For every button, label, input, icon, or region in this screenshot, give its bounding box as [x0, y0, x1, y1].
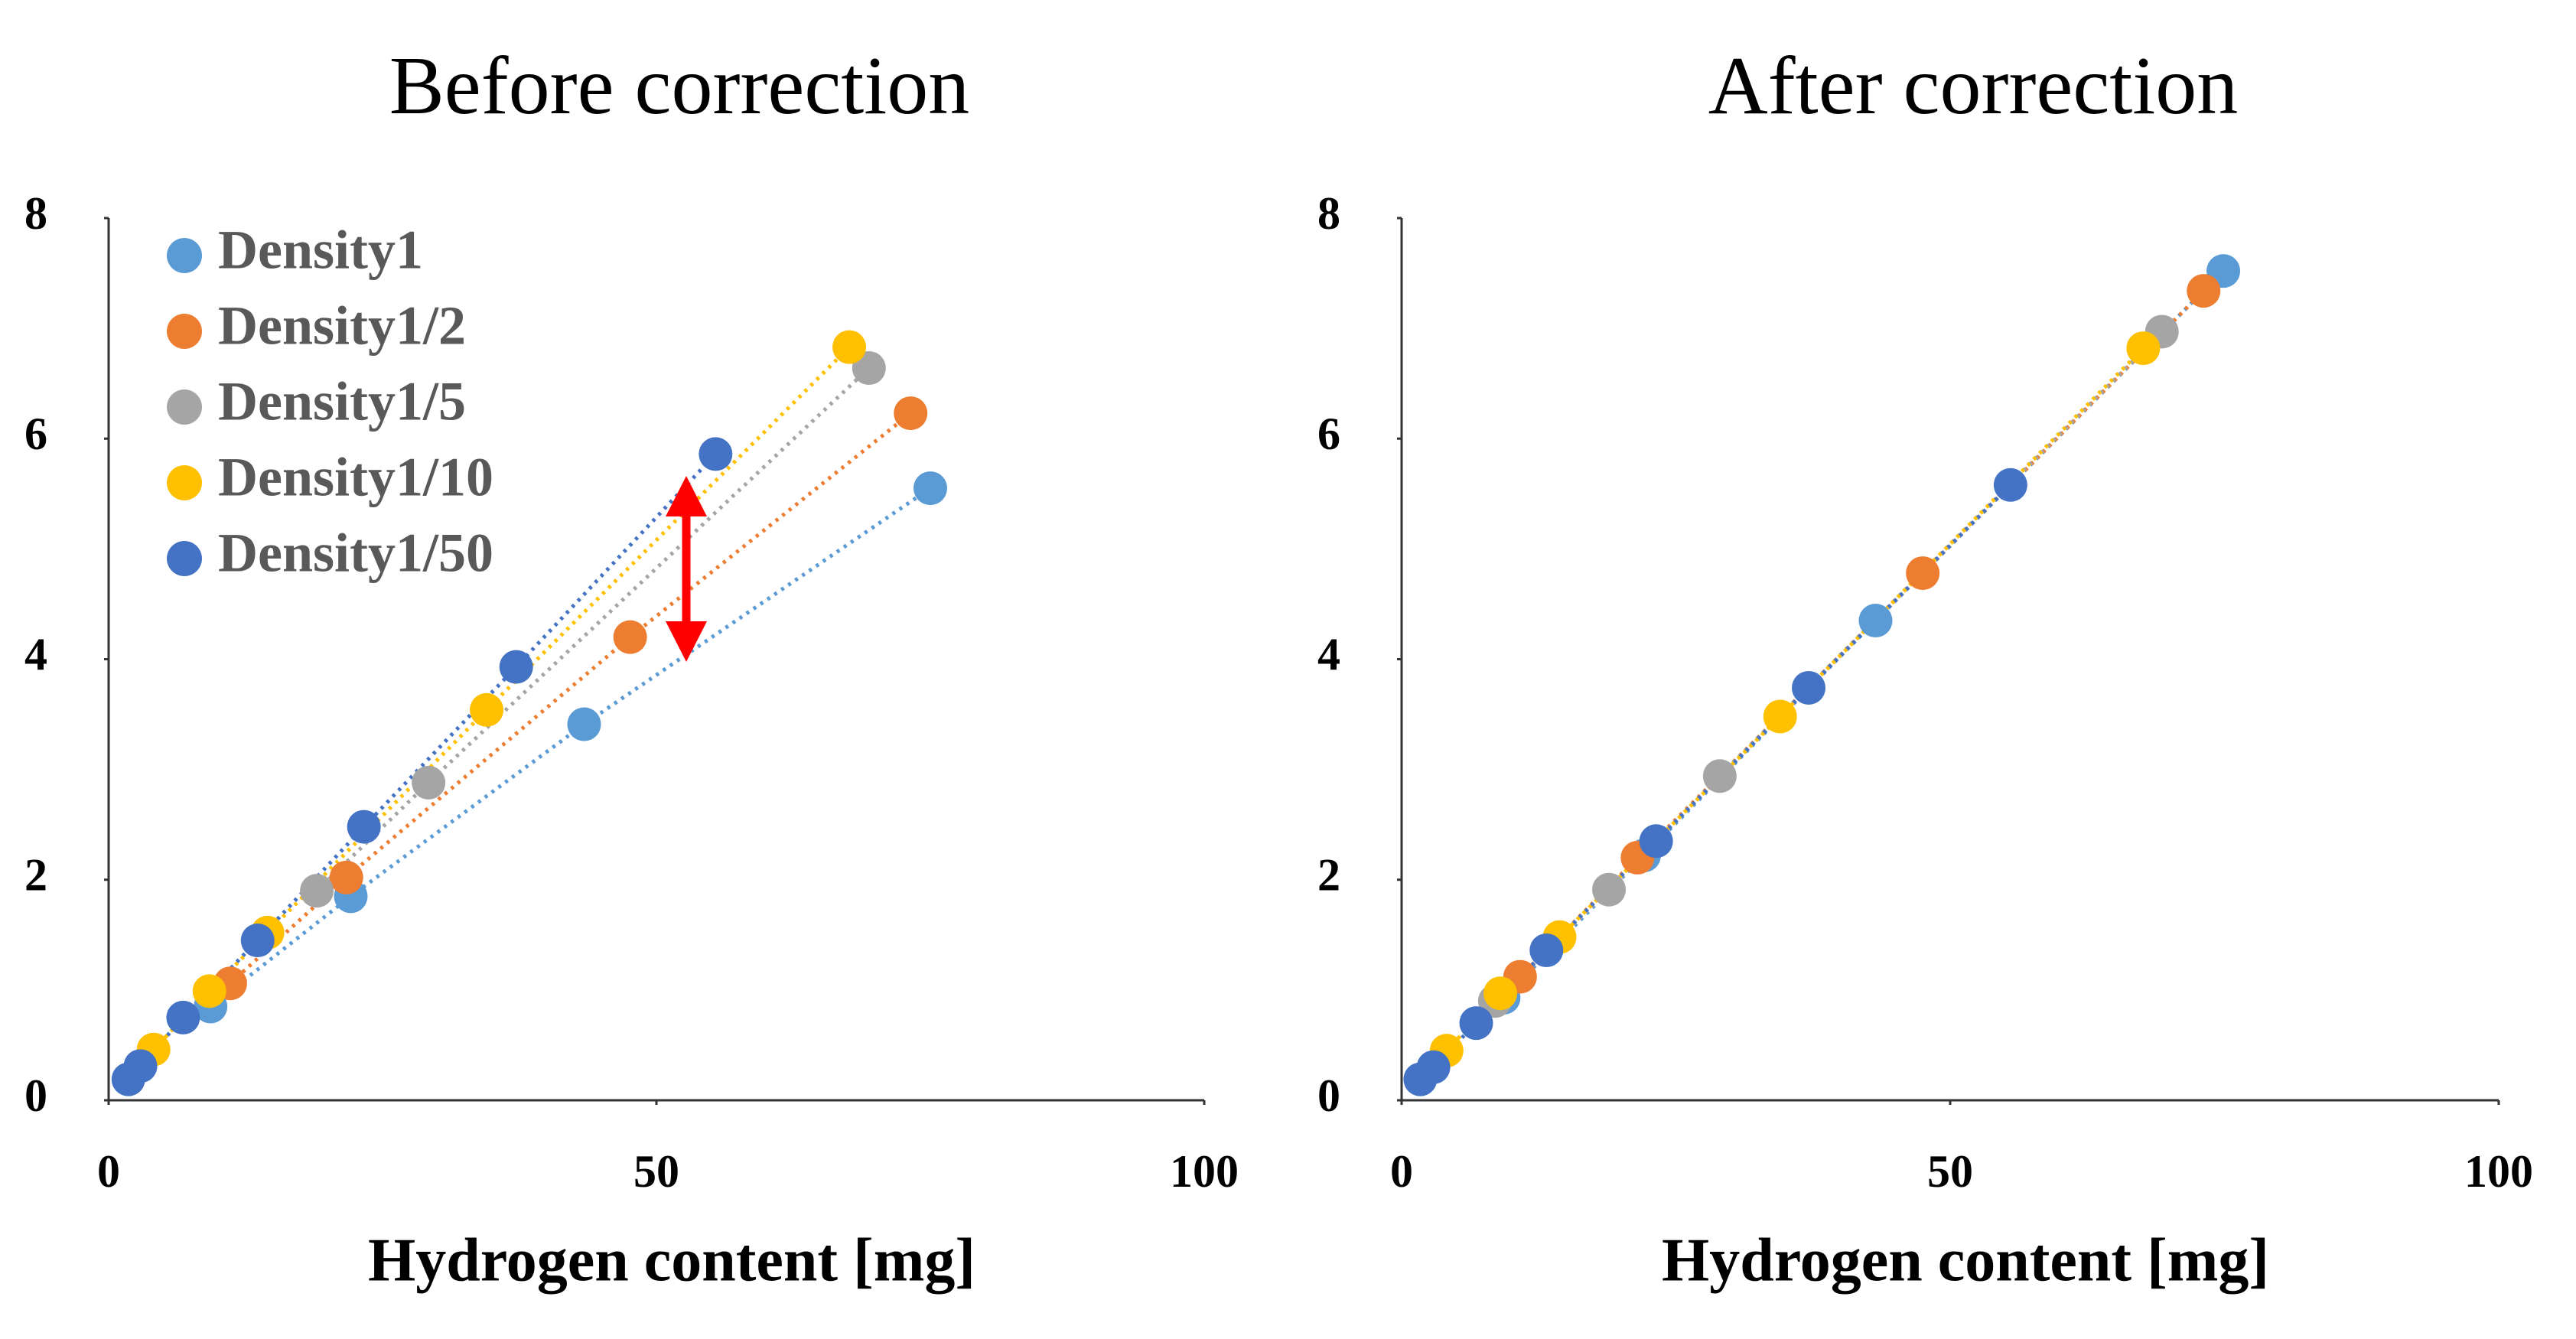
x-tick-label: 0 [97, 1146, 120, 1197]
y-tick-label: 8 [24, 188, 47, 239]
x-tick-label: 0 [1390, 1146, 1413, 1197]
x-tick-label: 50 [1927, 1146, 1973, 1197]
data-point [470, 692, 504, 727]
legend-label: Density1/5 [218, 371, 466, 432]
trend-line [229, 412, 912, 986]
data-point [1702, 759, 1737, 793]
y-tick-label: 2 [1317, 850, 1340, 901]
data-point [499, 650, 533, 684]
data-point [1792, 670, 1826, 705]
data-point [1483, 976, 1518, 1011]
y-tick-label: 6 [1317, 409, 1340, 459]
legend-marker [167, 465, 202, 500]
legend-marker [167, 389, 202, 425]
data-point [1906, 556, 1940, 591]
data-point [347, 810, 381, 844]
x-tick-label: 50 [633, 1146, 679, 1197]
data-point [613, 620, 647, 654]
data-point [567, 707, 601, 741]
difference-arrow [666, 476, 707, 662]
data-point [1763, 699, 1797, 734]
chart-title: After correction [1708, 41, 2239, 132]
x-axis-label: Hydrogen content [mg] [1662, 1227, 2269, 1294]
x-tick-label: 100 [2464, 1146, 2533, 1197]
y-tick-label: 2 [24, 850, 47, 901]
y-tick-label: 4 [24, 629, 47, 679]
data-point [894, 396, 928, 431]
data-point [1592, 872, 1627, 907]
data-point [240, 924, 275, 958]
data-point [123, 1049, 158, 1083]
y-tick-label: 4 [1317, 629, 1340, 679]
y-tick-label: 0 [1317, 1070, 1340, 1121]
x-axis-label: Hydrogen content [mg] [368, 1227, 975, 1294]
legend-label: Density1/10 [218, 447, 493, 508]
x-tick-label: 100 [1170, 1146, 1239, 1197]
data-point [1459, 1006, 1493, 1041]
legend-marker [167, 541, 202, 576]
data-point [1639, 824, 1673, 858]
data-point [192, 974, 226, 1008]
data-point [412, 765, 446, 800]
data-point [1416, 1050, 1451, 1084]
data-point [2187, 274, 2221, 308]
legend-marker [167, 314, 202, 349]
data-point [2126, 331, 2161, 366]
data-point [329, 860, 363, 894]
legend-label: Density1/50 [218, 523, 493, 584]
data-point [1993, 468, 2027, 502]
data-point [852, 351, 886, 386]
data-point [832, 330, 867, 364]
data-point [300, 874, 334, 908]
data-point [913, 471, 947, 506]
chart-title: Before correction [389, 41, 970, 132]
legend-label: Density1/2 [218, 295, 466, 357]
data-point [166, 1000, 200, 1034]
data-point [1858, 604, 1893, 638]
y-tick-label: 8 [1317, 188, 1340, 239]
legend-label: Density1 [218, 220, 423, 281]
y-tick-label: 0 [24, 1070, 47, 1121]
data-point [699, 437, 733, 471]
y-tick-label: 6 [24, 409, 47, 459]
trend-line [315, 367, 871, 892]
data-point [1529, 933, 1564, 967]
legend-marker [167, 238, 202, 273]
